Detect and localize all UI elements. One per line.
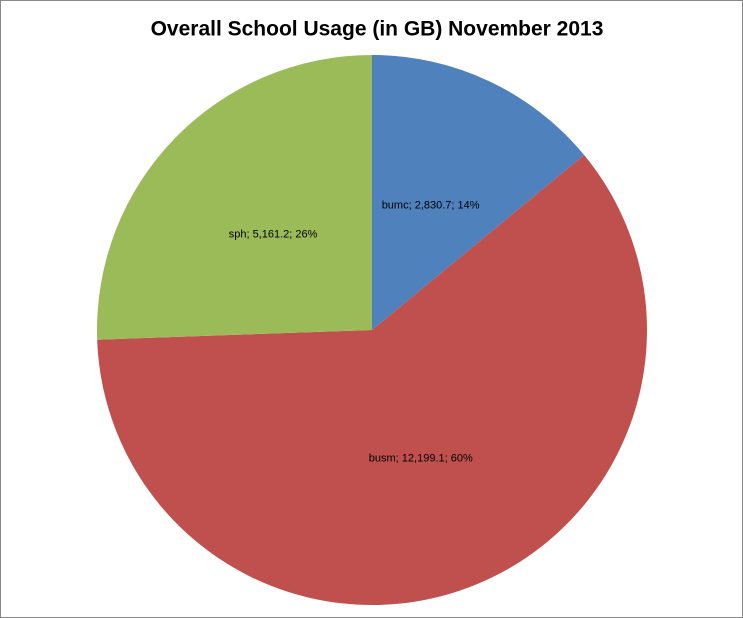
pie-slice xyxy=(97,154,648,606)
data-label: sph; 5,161.2; 26% xyxy=(229,228,318,240)
data-label: bumc; 2,830.7; 14% xyxy=(382,200,480,212)
chart-title: Overall School Usage (in GB) November 20… xyxy=(151,18,604,41)
pie-slice xyxy=(97,55,373,340)
pie-slice xyxy=(372,55,585,330)
data-label: busm; 12,199.1; 60% xyxy=(369,452,473,464)
